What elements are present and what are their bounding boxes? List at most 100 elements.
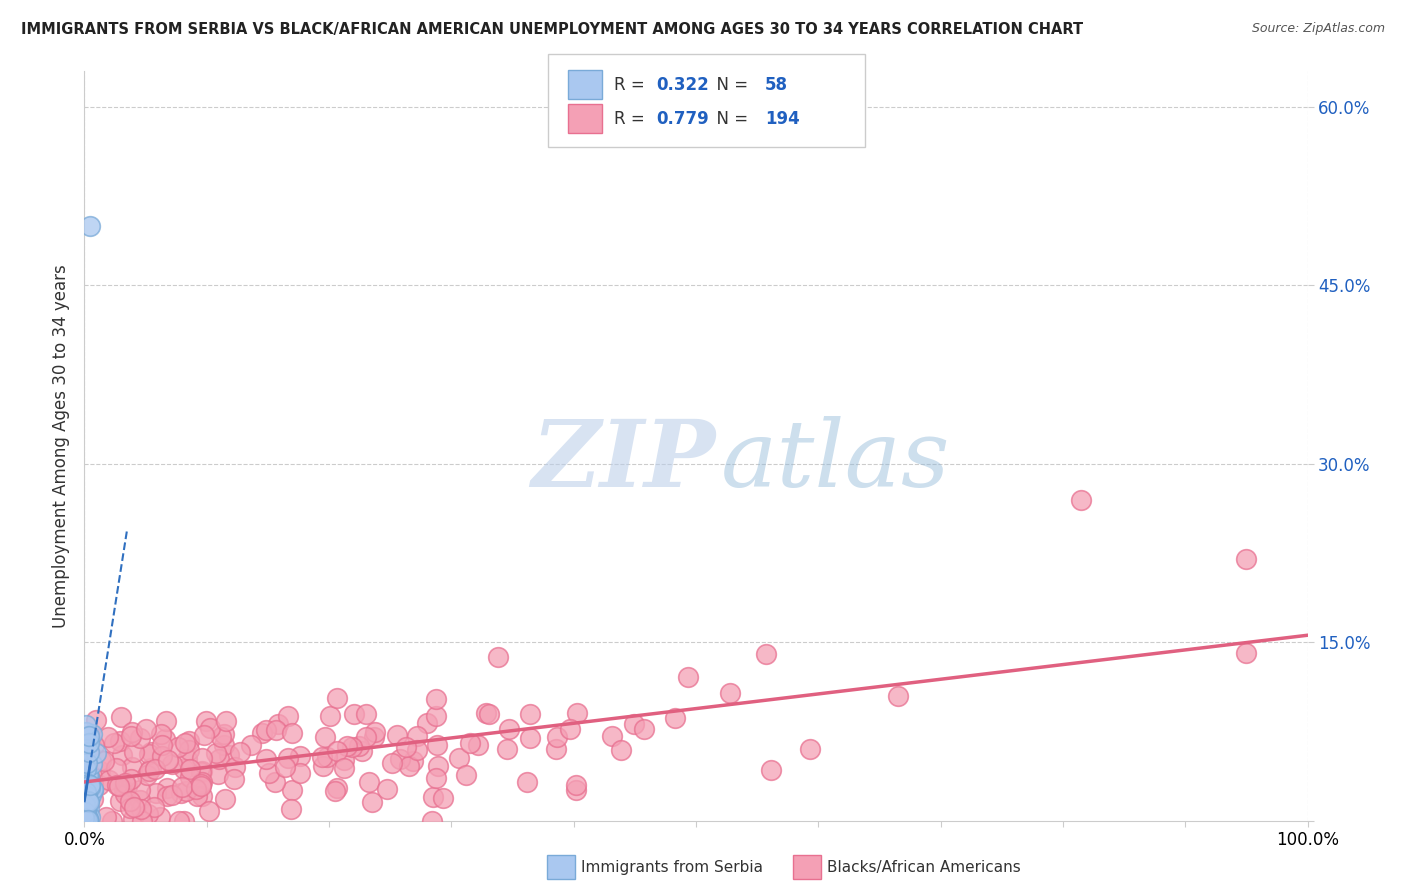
Point — [82, 777, 104, 791]
Point — [76, 756, 98, 771]
Point — [131, 814, 153, 828]
Point — [122, 812, 145, 826]
Point — [141, 761, 163, 775]
Point — [191, 789, 214, 803]
Point — [177, 734, 200, 748]
Point — [82, 782, 104, 797]
Point — [75, 802, 97, 816]
Point — [89, 764, 111, 778]
Point — [152, 738, 174, 752]
Point — [212, 727, 235, 741]
Point — [224, 760, 246, 774]
Point — [77, 813, 100, 827]
Point — [111, 748, 134, 763]
Point — [117, 779, 139, 793]
Point — [564, 783, 586, 797]
Point — [155, 714, 177, 729]
Point — [425, 708, 447, 723]
Point — [162, 789, 184, 803]
Point — [314, 730, 336, 744]
Point — [77, 793, 100, 807]
Text: 0.779: 0.779 — [657, 110, 710, 128]
Point — [79, 770, 101, 784]
Point — [425, 771, 447, 785]
Point — [664, 711, 686, 725]
Point — [75, 805, 97, 820]
Point — [422, 790, 444, 805]
Point — [143, 762, 166, 776]
Point — [311, 759, 333, 773]
Point — [73, 809, 96, 823]
Point — [755, 647, 778, 661]
Point — [94, 810, 117, 824]
Point — [426, 739, 449, 753]
Point — [184, 782, 207, 797]
Point — [80, 788, 103, 802]
Point — [76, 768, 98, 782]
Point — [80, 769, 103, 783]
Point — [332, 761, 354, 775]
Text: N =: N = — [706, 110, 754, 128]
Point — [274, 760, 297, 774]
Point — [120, 772, 142, 786]
Point — [425, 691, 447, 706]
Point — [83, 738, 105, 752]
Point — [118, 801, 141, 815]
Point — [143, 800, 166, 814]
Point — [381, 756, 404, 770]
Point — [76, 756, 98, 770]
Point — [150, 748, 173, 763]
Point — [82, 791, 104, 805]
Point — [209, 730, 232, 744]
Point — [75, 812, 97, 826]
Point — [97, 773, 120, 788]
Point — [170, 786, 193, 800]
Point — [259, 766, 281, 780]
Point — [77, 770, 100, 784]
Point — [77, 813, 100, 827]
Point — [150, 727, 173, 741]
Text: R =: R = — [614, 76, 651, 94]
Text: Immigrants from Serbia: Immigrants from Serbia — [581, 860, 762, 874]
Point — [77, 736, 100, 750]
Point — [519, 706, 541, 721]
Point — [475, 706, 498, 720]
Point — [118, 794, 141, 808]
Point — [190, 764, 212, 779]
Point — [406, 729, 429, 743]
Point — [79, 792, 101, 806]
Point — [75, 792, 97, 806]
Point — [103, 736, 125, 750]
Point — [186, 789, 208, 804]
Point — [467, 738, 489, 752]
Point — [190, 777, 212, 791]
Point — [478, 706, 501, 721]
Point — [138, 747, 160, 761]
Point — [75, 805, 97, 819]
Text: 58: 58 — [765, 76, 787, 94]
Point — [558, 722, 581, 736]
Point — [215, 714, 238, 728]
Point — [77, 794, 100, 808]
Point — [77, 756, 100, 771]
Point — [141, 745, 163, 759]
Point — [75, 718, 97, 732]
Point — [90, 753, 112, 767]
Text: 0.322: 0.322 — [657, 76, 710, 94]
Point — [96, 731, 118, 745]
Point — [316, 750, 339, 764]
Point — [156, 781, 179, 796]
Point — [277, 708, 299, 723]
Point — [333, 753, 356, 767]
Point — [120, 729, 142, 743]
Point — [93, 754, 115, 768]
Point — [759, 763, 782, 777]
Point — [427, 759, 450, 773]
Point — [77, 805, 100, 820]
Text: N =: N = — [706, 76, 754, 94]
Point — [364, 724, 387, 739]
Point — [207, 766, 229, 780]
Point — [77, 784, 100, 798]
Point — [77, 795, 100, 809]
Point — [179, 770, 201, 784]
